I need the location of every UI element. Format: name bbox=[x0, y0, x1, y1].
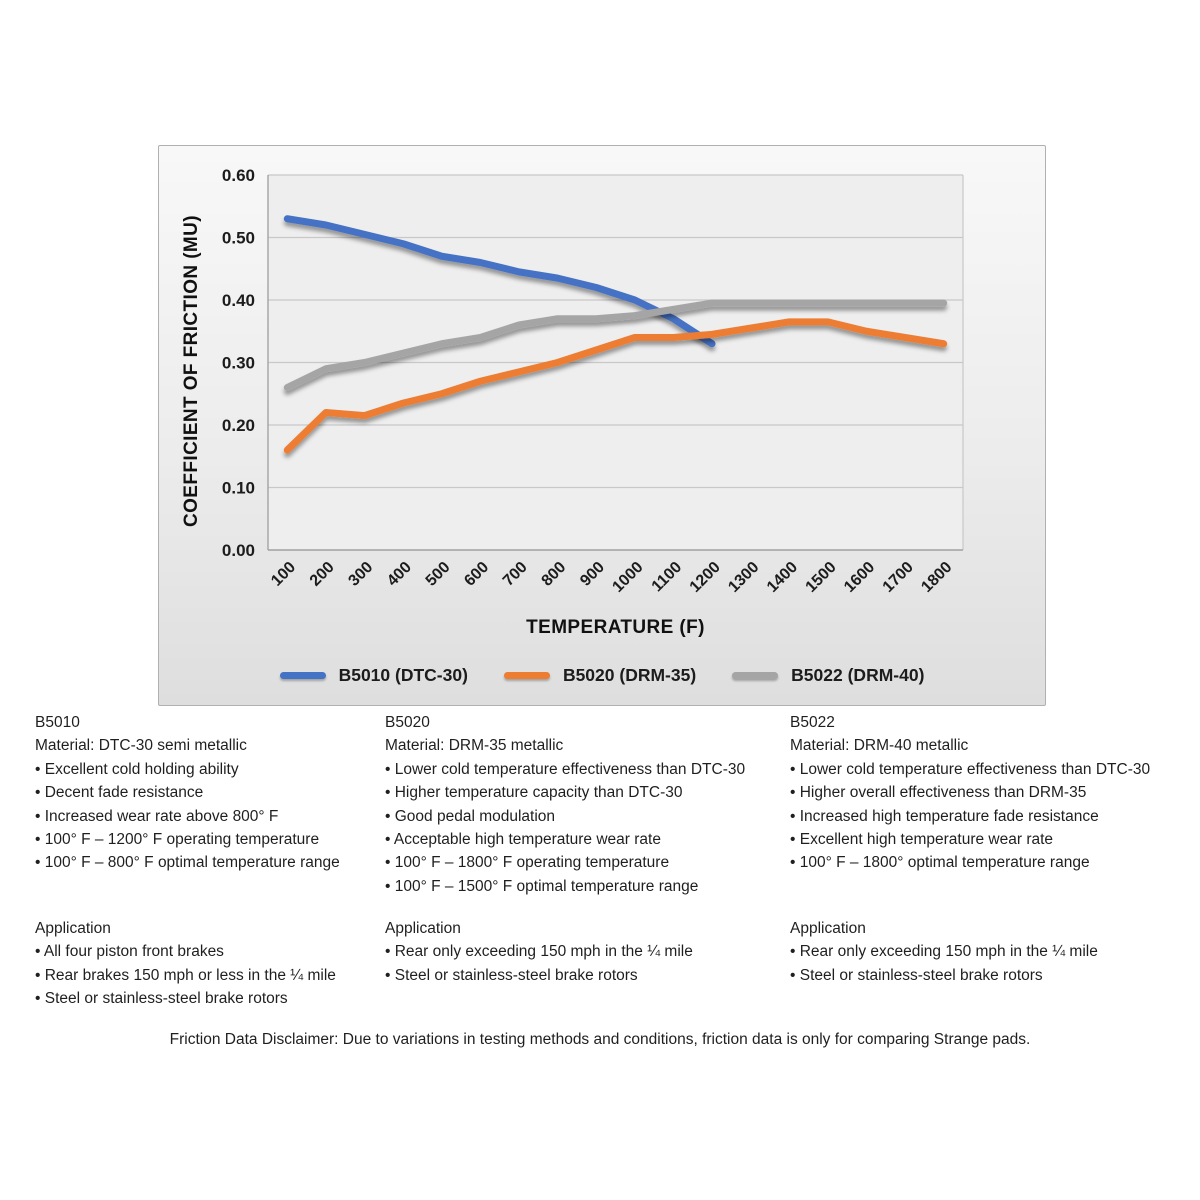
y-tick-label: 0.30 bbox=[222, 354, 255, 373]
legend-swatch-b5022 bbox=[732, 671, 779, 679]
y-tick-label: 0.60 bbox=[222, 166, 255, 185]
application-b5010: Application • All four piston front brak… bbox=[35, 917, 383, 1011]
application-item: • All four piston front brakes bbox=[35, 943, 224, 961]
legend-item-b5010: B5010 (DTC-30) bbox=[279, 664, 468, 686]
x-tick-label: 1200 bbox=[687, 559, 724, 596]
application-item: • Rear only exceeding 150 mph in the ¼ m… bbox=[385, 943, 693, 961]
product-info-b5010: B5010 Material: DTC-30 semi metallic • E… bbox=[35, 711, 383, 875]
product-id: B5020 bbox=[385, 714, 430, 731]
application-list: • All four piston front brakes • Rear bra… bbox=[35, 940, 383, 1010]
y-tick-label: 0.40 bbox=[222, 291, 255, 310]
product-feature: • Lower cold temperature effectiveness t… bbox=[385, 760, 746, 778]
x-tick-label: 1000 bbox=[609, 559, 646, 596]
legend-label: B5010 (DTC-30) bbox=[338, 664, 468, 685]
legend-label: B5022 (DRM-40) bbox=[791, 664, 925, 685]
product-feature: • Increased high temperature fade resist… bbox=[790, 807, 1099, 825]
product-feature-list: • Lower cold temperature effectiveness t… bbox=[385, 758, 785, 898]
application-title: Application bbox=[790, 920, 866, 937]
x-tick-label: 200 bbox=[307, 559, 338, 590]
application-item: • Steel or stainless-steel brake rotors bbox=[790, 966, 1043, 984]
product-feature: • 100° F – 1800° F operating temperature bbox=[385, 854, 670, 872]
y-tick-label: 0.00 bbox=[222, 541, 255, 560]
application-b5022: Application • Rear only exceeding 150 mp… bbox=[790, 917, 1195, 987]
x-axis-title: TEMPERATURE (F) bbox=[526, 617, 705, 638]
friction-chart-panel: 0.00 0.10 0.20 0.30 0.40 0.50 0.60 100 200 300 400… bbox=[158, 145, 1046, 706]
chart-line-b5020 bbox=[283, 318, 948, 454]
x-tick-label: 1400 bbox=[764, 559, 801, 596]
application-item: • Rear only exceeding 150 mph in the ¼ m… bbox=[790, 943, 1098, 961]
legend-item-b5022: B5022 (DRM-40) bbox=[732, 665, 924, 686]
product-material: Material: DRM-40 metallic bbox=[790, 737, 969, 755]
application-item: • Rear brakes 150 mph or less in the ¼ m… bbox=[35, 966, 336, 984]
y-tick-label: 0.20 bbox=[222, 416, 255, 435]
legend-label: B5020 (DRM-35) bbox=[562, 664, 697, 685]
x-tick-label: 900 bbox=[577, 559, 608, 590]
product-feature: • Excellent high temperature wear rate bbox=[790, 831, 1054, 849]
x-tick-label: 800 bbox=[539, 559, 570, 590]
x-tick-label: 1700 bbox=[880, 559, 917, 596]
product-feature: • 100° F – 800° F optimal temperature ra… bbox=[35, 854, 340, 872]
application-list: • Rear only exceeding 150 mph in the ¼ m… bbox=[790, 940, 1195, 987]
product-id: B5022 bbox=[790, 714, 835, 731]
legend-swatch-b5020 bbox=[503, 671, 550, 679]
y-tick-label: 0.10 bbox=[222, 479, 255, 498]
y-axis-title: COEFFICIENT OF FRICTION (MU) bbox=[181, 215, 202, 527]
chart-line-b5022 bbox=[283, 299, 948, 391]
x-tick-label: 1500 bbox=[803, 559, 840, 596]
product-feature: • Excellent cold holding ability bbox=[35, 760, 239, 778]
application-item: • Steel or stainless-steel brake rotors bbox=[385, 966, 638, 984]
application-title: Application bbox=[35, 920, 111, 937]
product-feature: • 100° F – 1500° F optimal temperature r… bbox=[385, 877, 699, 895]
friction-data-disclaimer: Friction Data Disclaimer: Due to variati… bbox=[169, 1031, 1031, 1048]
product-feature: • 100° F – 1800° optimal temperature ran… bbox=[790, 854, 1090, 872]
product-feature: • Decent fade resistance bbox=[35, 784, 204, 802]
legend-swatch-b5010 bbox=[279, 671, 326, 679]
product-material: Material: DTC-30 semi metallic bbox=[35, 737, 247, 755]
x-tick-label: 1300 bbox=[725, 559, 762, 596]
product-feature: • Good pedal modulation bbox=[385, 807, 556, 825]
product-info-b5020: B5020 Material: DRM-35 metallic • Lower … bbox=[385, 711, 785, 898]
friction-chart: 0.00 0.10 0.20 0.30 0.40 0.50 0.60 100 200 300 400… bbox=[181, 166, 964, 638]
product-info-b5022: B5022 Material: DRM-40 metallic • Lower … bbox=[790, 711, 1195, 875]
product-feature: • Increased wear rate above 800° F bbox=[35, 807, 279, 825]
x-tick-label: 1100 bbox=[649, 559, 686, 596]
product-feature: • Higher overall effectiveness than DRM-… bbox=[790, 784, 1087, 802]
x-tick-label: 500 bbox=[423, 559, 454, 590]
legend-item-b5020: B5020 (DRM-35) bbox=[503, 664, 697, 686]
x-tick-label: 1800 bbox=[918, 559, 955, 596]
application-list: • Rear only exceeding 150 mph in the ¼ m… bbox=[385, 940, 785, 987]
chart-legend: B5010 (DTC-30) B5020 (DRM-35) B5022 (DRM-4… bbox=[159, 662, 1045, 688]
product-feature-list: • Excellent cold holding ability • Decent… bbox=[35, 758, 383, 875]
x-tick-label: 300 bbox=[345, 559, 376, 590]
x-tick-label: 700 bbox=[500, 559, 531, 590]
x-tick-label: 600 bbox=[461, 559, 492, 590]
x-tick-label: 400 bbox=[384, 559, 415, 590]
product-feature-list: • Lower cold temperature effectiveness t… bbox=[790, 758, 1195, 875]
application-item: • Steel or stainless-steel brake rotors bbox=[35, 990, 288, 1008]
product-feature: • Lower cold temperature effectiveness t… bbox=[790, 760, 1151, 778]
y-tick-label: 0.50 bbox=[222, 229, 255, 248]
application-title: Application bbox=[385, 920, 461, 937]
chart-line-b5010 bbox=[283, 215, 716, 348]
product-feature: • Acceptable high temperature wear rate bbox=[385, 831, 661, 849]
x-tick-label: 1600 bbox=[841, 559, 878, 596]
application-b5020: Application • Rear only exceeding 150 mp… bbox=[385, 917, 785, 987]
x-tick-label: 100 bbox=[268, 559, 299, 590]
product-material: Material: DRM-35 metallic bbox=[385, 737, 564, 755]
product-feature: • Higher temperature capacity than DTC-3… bbox=[385, 784, 683, 802]
product-feature: • 100° F – 1200° F operating temperature bbox=[35, 831, 320, 849]
product-id: B5010 bbox=[35, 714, 80, 731]
